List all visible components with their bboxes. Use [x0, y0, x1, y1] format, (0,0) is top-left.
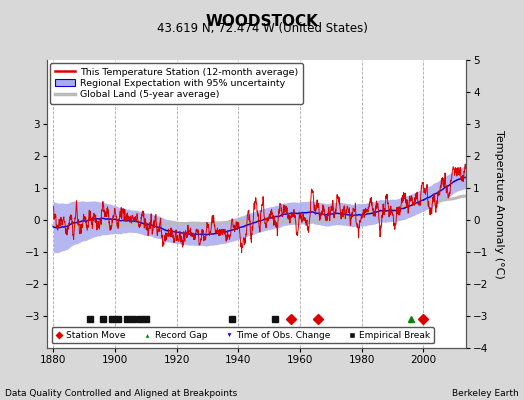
- Y-axis label: Temperature Anomaly (°C): Temperature Anomaly (°C): [494, 130, 504, 278]
- Text: WOODSTOCK: WOODSTOCK: [205, 14, 319, 29]
- Text: Data Quality Controlled and Aligned at Breakpoints: Data Quality Controlled and Aligned at B…: [5, 389, 237, 398]
- Legend: Station Move, Record Gap, Time of Obs. Change, Empirical Break: Station Move, Record Gap, Time of Obs. C…: [52, 327, 434, 344]
- Text: Berkeley Earth: Berkeley Earth: [452, 389, 519, 398]
- Text: 43.619 N, 72.474 W (United States): 43.619 N, 72.474 W (United States): [157, 22, 367, 35]
